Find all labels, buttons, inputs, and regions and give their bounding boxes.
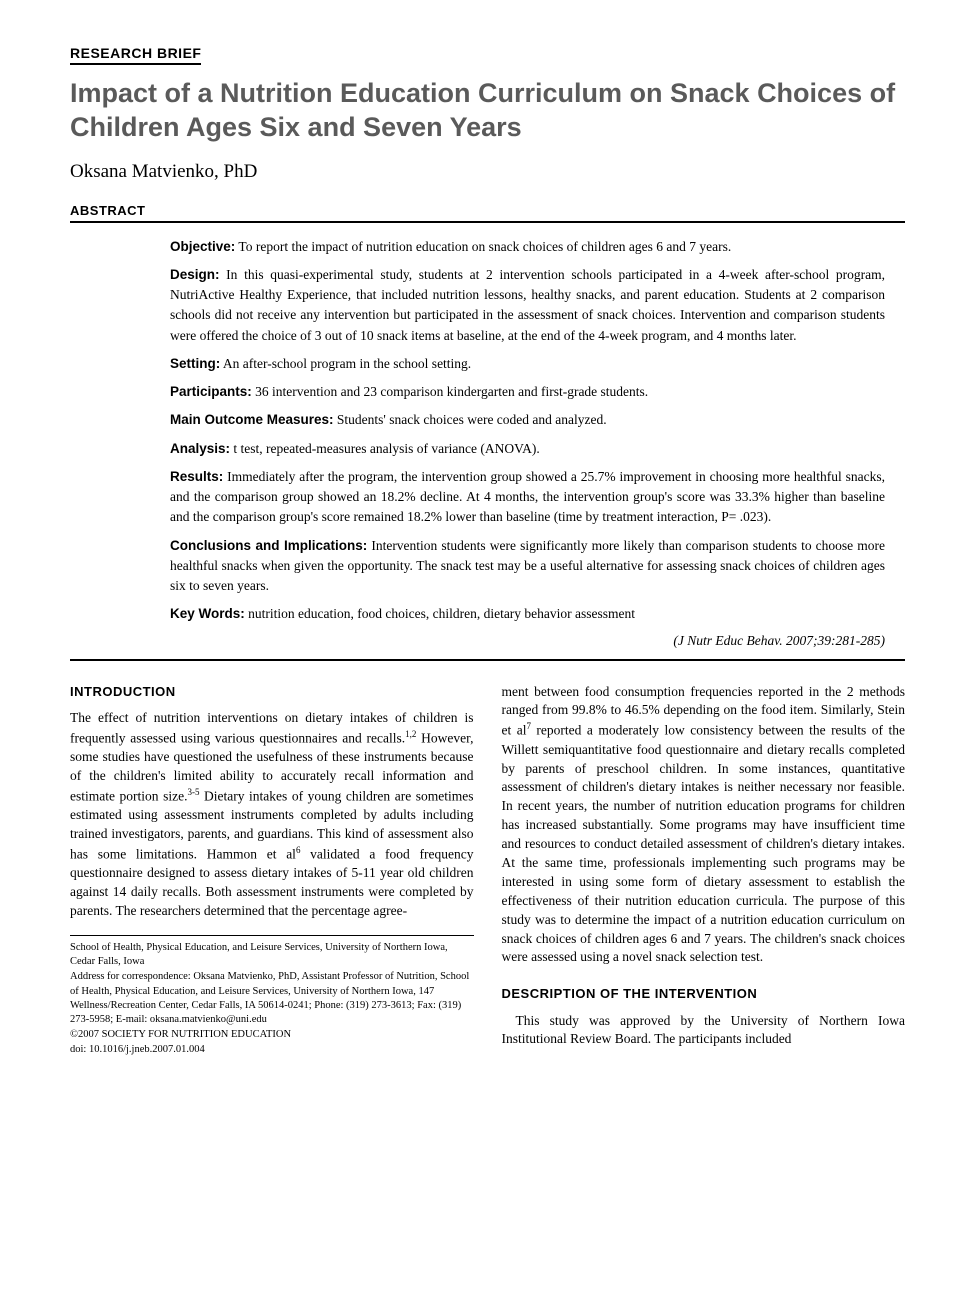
abstract-keywords: Key Words: nutrition education, food cho… [170, 604, 885, 624]
abstract-label: Analysis: [170, 441, 230, 456]
abstract-text: nutrition education, food choices, child… [248, 606, 635, 621]
abstract-setting: Setting: An after-school program in the … [170, 354, 885, 374]
footnote-block: School of Health, Physical Education, an… [70, 941, 474, 1057]
section-label: RESEARCH BRIEF [70, 45, 201, 65]
body-columns: INTRODUCTION The effect of nutrition int… [70, 683, 905, 1059]
introduction-continued: ment between food consumption frequencie… [502, 683, 906, 968]
abstract-objective: Objective: To report the impact of nutri… [170, 237, 885, 257]
abstract-text: 36 intervention and 23 comparison kinder… [255, 384, 648, 399]
journal-citation: (J Nutr Educ Behav. 2007;39:281-285) [170, 633, 885, 649]
abstract-bottom-rule [70, 659, 905, 661]
abstract-body: Objective: To report the impact of nutri… [70, 237, 905, 649]
body-text: The effect of nutrition interventions on… [70, 710, 474, 745]
introduction-heading: INTRODUCTION [70, 683, 474, 701]
correspondence-text: Address for correspondence: Oksana Matvi… [70, 970, 474, 1027]
abstract-label: Main Outcome Measures: [170, 412, 334, 427]
abstract-label: Results: [170, 469, 223, 484]
author-name: Oksana Matvienko, PhD [70, 161, 905, 183]
abstract-top-rule [70, 221, 905, 223]
abstract-label: Design: [170, 267, 220, 282]
citation-ref: 3-5 [187, 787, 199, 797]
intervention-paragraph: This study was approved by the Universit… [502, 1012, 906, 1050]
abstract-label: Conclusions and Implications: [170, 538, 367, 553]
abstract-label: Setting: [170, 356, 220, 371]
body-text: reported a moderately low consistency be… [502, 723, 906, 965]
abstract-heading: ABSTRACT [70, 203, 905, 218]
footnote-rule [70, 935, 474, 936]
abstract-text: In this quasi-experimental study, studen… [170, 267, 885, 343]
abstract-text: t test, repeated-measures analysis of va… [233, 441, 539, 456]
abstract-label: Participants: [170, 384, 252, 399]
introduction-paragraph: The effect of nutrition interventions on… [70, 709, 474, 921]
abstract-analysis: Analysis: t test, repeated-measures anal… [170, 439, 885, 459]
abstract-label: Objective: [170, 239, 235, 254]
abstract-design: Design: In this quasi-experimental study… [170, 265, 885, 346]
abstract-text: An after-school program in the school se… [223, 356, 471, 371]
abstract-text: Students' snack choices were coded and a… [337, 412, 607, 427]
abstract-results: Results: Immediately after the program, … [170, 467, 885, 528]
doi-text: doi: 10.1016/j.jneb.2007.01.004 [70, 1043, 474, 1057]
affiliation-text: School of Health, Physical Education, an… [70, 941, 474, 969]
abstract-label: Key Words: [170, 606, 245, 621]
abstract-text: To report the impact of nutrition educat… [238, 239, 731, 254]
article-title: Impact of a Nutrition Education Curricul… [70, 77, 905, 145]
left-column: INTRODUCTION The effect of nutrition int… [70, 683, 474, 1059]
abstract-outcome: Main Outcome Measures: Students' snack c… [170, 410, 885, 430]
right-column: ment between food consumption frequencie… [502, 683, 906, 1059]
copyright-text: ©2007 SOCIETY FOR NUTRITION EDUCATION [70, 1028, 474, 1042]
abstract-text: Immediately after the program, the inter… [170, 469, 885, 525]
abstract-conclusions: Conclusions and Implications: Interventi… [170, 536, 885, 597]
abstract-participants: Participants: 36 intervention and 23 com… [170, 382, 885, 402]
intervention-heading: DESCRIPTION OF THE INTERVENTION [502, 985, 906, 1003]
citation-ref: 1,2 [405, 729, 416, 739]
